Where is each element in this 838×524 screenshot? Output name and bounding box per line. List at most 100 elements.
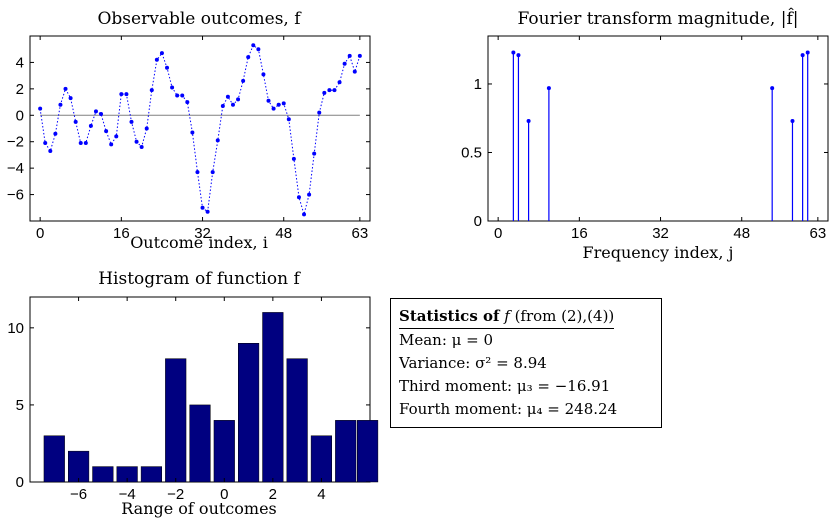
p1-data-point <box>271 106 276 111</box>
p1-data-point <box>88 123 93 128</box>
p1-data-point <box>327 88 332 93</box>
p1-data-point <box>342 61 347 66</box>
p1-data-point <box>134 139 139 144</box>
p2-stem-marker <box>546 86 551 91</box>
p1-data-point <box>58 102 63 107</box>
p1-data-point <box>200 205 205 210</box>
p1-data-point <box>357 53 362 58</box>
p2-xtick-label: 63 <box>810 225 827 242</box>
p1-data-point <box>124 92 129 97</box>
p1-ytick-label: 4 <box>16 54 24 71</box>
p1-ytick-label: 0 <box>16 107 24 124</box>
p1-data-point <box>119 92 124 97</box>
p1-data-point <box>347 53 352 58</box>
p1-data-point <box>281 101 286 106</box>
p1-data-point <box>63 86 68 91</box>
p3-bar <box>92 466 114 483</box>
p1-data-point <box>114 134 119 139</box>
p1-data-point <box>165 65 170 70</box>
p1-data-point <box>352 69 357 74</box>
p1-data-point <box>159 51 164 56</box>
p1-xtick-label: 63 <box>352 225 369 242</box>
p2-xtick-label: 16 <box>571 225 588 242</box>
p1-data-point <box>175 93 180 98</box>
p1-data-point <box>312 151 317 156</box>
stats-title-rest: (from (2),(4)) <box>514 307 615 325</box>
panel2-axes-box <box>487 35 829 222</box>
p1-data-point <box>337 80 342 85</box>
p3-xtick-label: −6 <box>70 486 87 503</box>
p1-data-point <box>185 100 190 105</box>
panel1-axes-box <box>29 35 371 222</box>
panel1-xlabel: Outcome index, i <box>130 233 268 252</box>
panel1-title: Observable outcomes, f <box>97 9 302 29</box>
p1-ytick-label: 2 <box>16 81 24 98</box>
p1-data-point <box>195 170 200 175</box>
p1-data-point <box>139 145 144 149</box>
p1-data-point <box>104 129 109 134</box>
p1-data-point <box>241 78 246 83</box>
p1-data-point <box>48 148 53 153</box>
p1-data-point <box>220 104 225 109</box>
stats-fourth-moment: Fourth moment: μ₄ = 248.24 <box>399 400 618 418</box>
panel3-title: Histogram of function f <box>98 269 301 289</box>
p3-xtick-label: −2 <box>167 486 184 503</box>
p1-data-point <box>109 142 114 147</box>
p2-stem-marker <box>805 50 810 55</box>
p1-data-point <box>53 131 58 136</box>
p1-data-point <box>83 141 88 146</box>
p3-ytick-label: 0 <box>16 474 24 491</box>
p3-xtick-label: 0 <box>220 486 228 503</box>
p1-data-point <box>251 43 256 48</box>
panel2-title: Fourier transform magnitude, |f̂| <box>518 8 799 29</box>
stats-title: Statistics of f (from (2),(4)) <box>399 305 615 329</box>
p1-data-point <box>149 88 154 93</box>
histogram-panel: Histogram of function f −6 −4 −2 0 2 4 10 5 0 Ra… <box>7 269 379 518</box>
p1-data-point <box>317 110 322 115</box>
p1-data-point <box>38 106 43 111</box>
p2-ytick-label: 0 <box>474 213 482 230</box>
p3-bar <box>165 358 187 483</box>
p1-series-line <box>39 44 361 217</box>
p1-data-point <box>236 97 241 102</box>
p2-xtick-label: 32 <box>652 225 669 242</box>
p3-ytick-label: 10 <box>7 320 24 337</box>
p2-stem-marker <box>526 118 531 123</box>
p1-data-point <box>230 102 235 107</box>
p3-bar <box>238 343 260 483</box>
stats-variance: Variance: σ² = 8.94 <box>399 354 547 372</box>
p2-ytick-label: 0.5 <box>461 144 482 161</box>
panel3-xlabel: Range of outcomes <box>121 499 277 518</box>
p1-ytick-label: −6 <box>7 187 24 204</box>
p1-data-point <box>256 47 261 52</box>
p1-data-point <box>302 212 307 217</box>
p2-xtick-label: 48 <box>733 225 750 242</box>
p2-stem-marker <box>770 86 775 91</box>
p3-bar <box>310 435 333 483</box>
p1-data-point <box>296 195 301 200</box>
p1-data-point <box>225 94 230 99</box>
p3-bar <box>140 466 163 483</box>
p3-bar <box>286 358 308 483</box>
p1-data-point <box>291 156 296 161</box>
p1-data-point <box>215 138 220 143</box>
p2-stem-marker <box>790 118 795 123</box>
stats-mean: Mean: μ = 0 <box>399 331 494 349</box>
p1-ytick-label: −2 <box>7 134 24 151</box>
fourier-panel: Fourier transform magnitude, |f̂| 0 16 32 4… <box>461 8 829 262</box>
p1-data-point <box>180 93 185 98</box>
p3-bar <box>213 420 235 483</box>
p1-ytick-label: −4 <box>7 160 24 177</box>
p3-xtick-label: 2 <box>269 486 277 503</box>
p1-data-point <box>246 55 251 60</box>
p1-data-point <box>93 109 98 114</box>
p2-stem-marker <box>800 53 805 58</box>
p3-xtick-label: 4 <box>317 486 325 503</box>
p3-bar <box>43 435 65 483</box>
p1-data-point <box>78 141 83 146</box>
statistics-box: Statistics of f (from (2),(4)) Mean: μ =… <box>390 298 662 428</box>
p1-xtick-label: 48 <box>275 225 292 242</box>
p1-data-point <box>144 126 149 131</box>
p3-xtick-label: −4 <box>119 486 136 503</box>
